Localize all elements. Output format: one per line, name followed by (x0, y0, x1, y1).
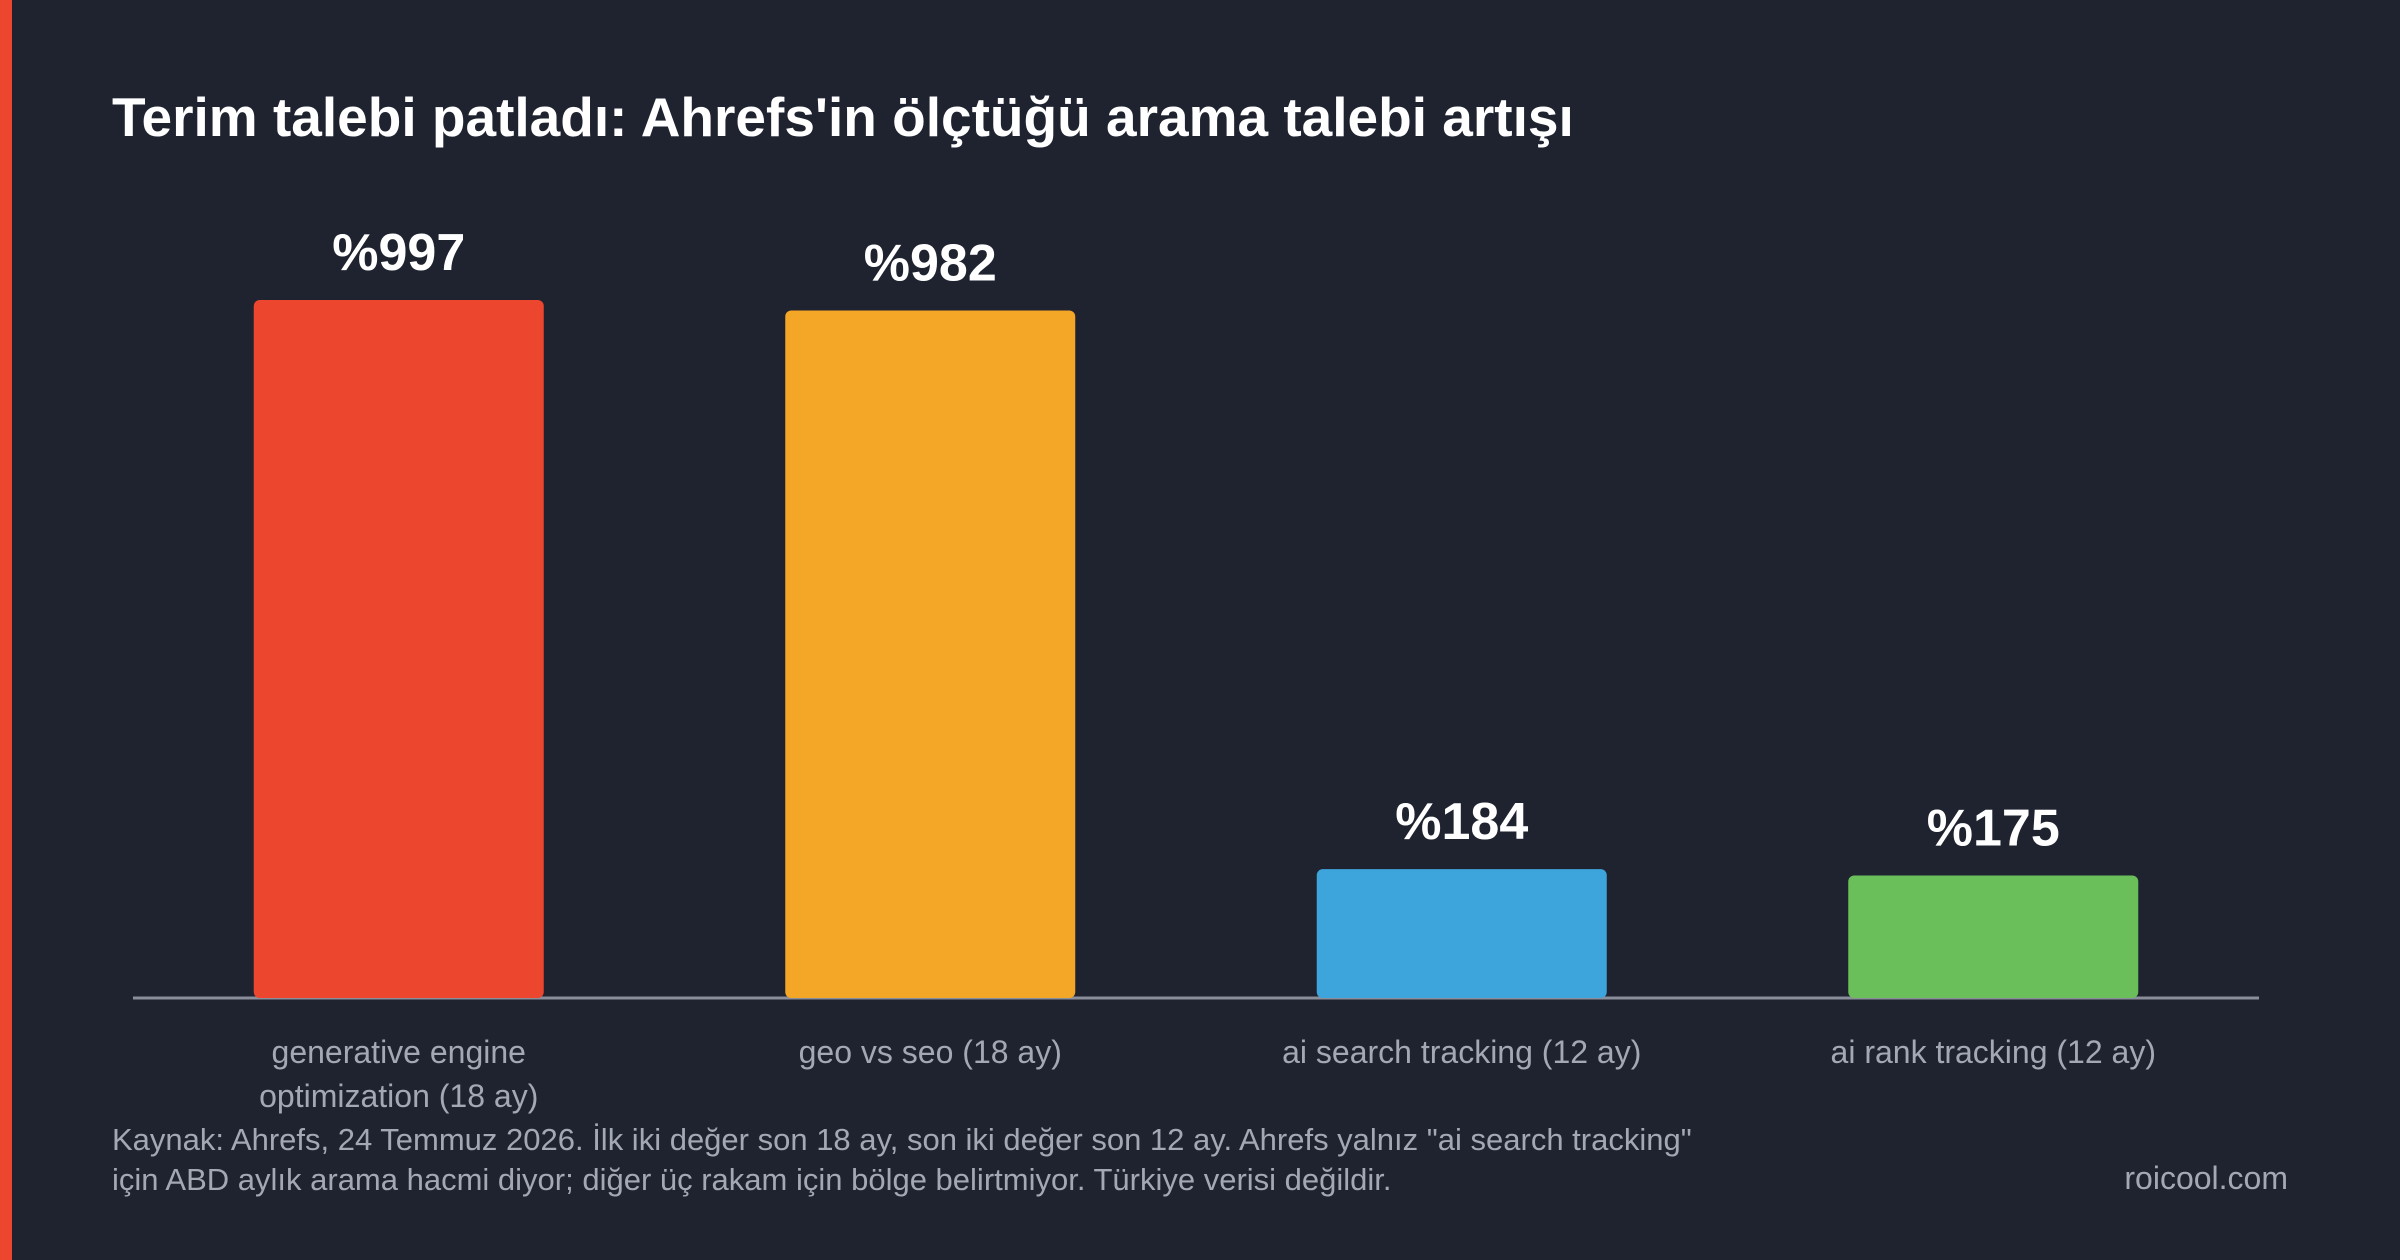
bar (253, 300, 544, 998)
value-label: %982 (864, 235, 997, 293)
value-label: %175 (1927, 799, 2060, 857)
bar (785, 310, 1076, 999)
bar (1316, 869, 1607, 998)
watermark: roicool.com (2124, 1160, 2288, 1196)
source-note: için ABD aylık arama hacmi diyor; diğer … (112, 1162, 1392, 1197)
x-tick-label: geo vs seo (18 ay) (798, 1034, 1062, 1070)
accent-stripe (0, 0, 12, 1260)
x-tick-label: generative engine optimization (18 ay) (259, 1034, 539, 1114)
chart-title: Terim talebi patladı: Ahrefs'in ölçtüğü … (112, 86, 1574, 148)
value-label: %997 (332, 224, 465, 282)
value-label: %184 (1395, 793, 1528, 851)
source-note: Kaynak: Ahrefs, 24 Temmuz 2026. İlk iki … (112, 1122, 1692, 1157)
bar (1848, 875, 2139, 998)
x-tick-label: ai search tracking (12 ay) (1282, 1034, 1642, 1070)
x-tick-label: ai rank tracking (12 ay) (1830, 1034, 2156, 1070)
